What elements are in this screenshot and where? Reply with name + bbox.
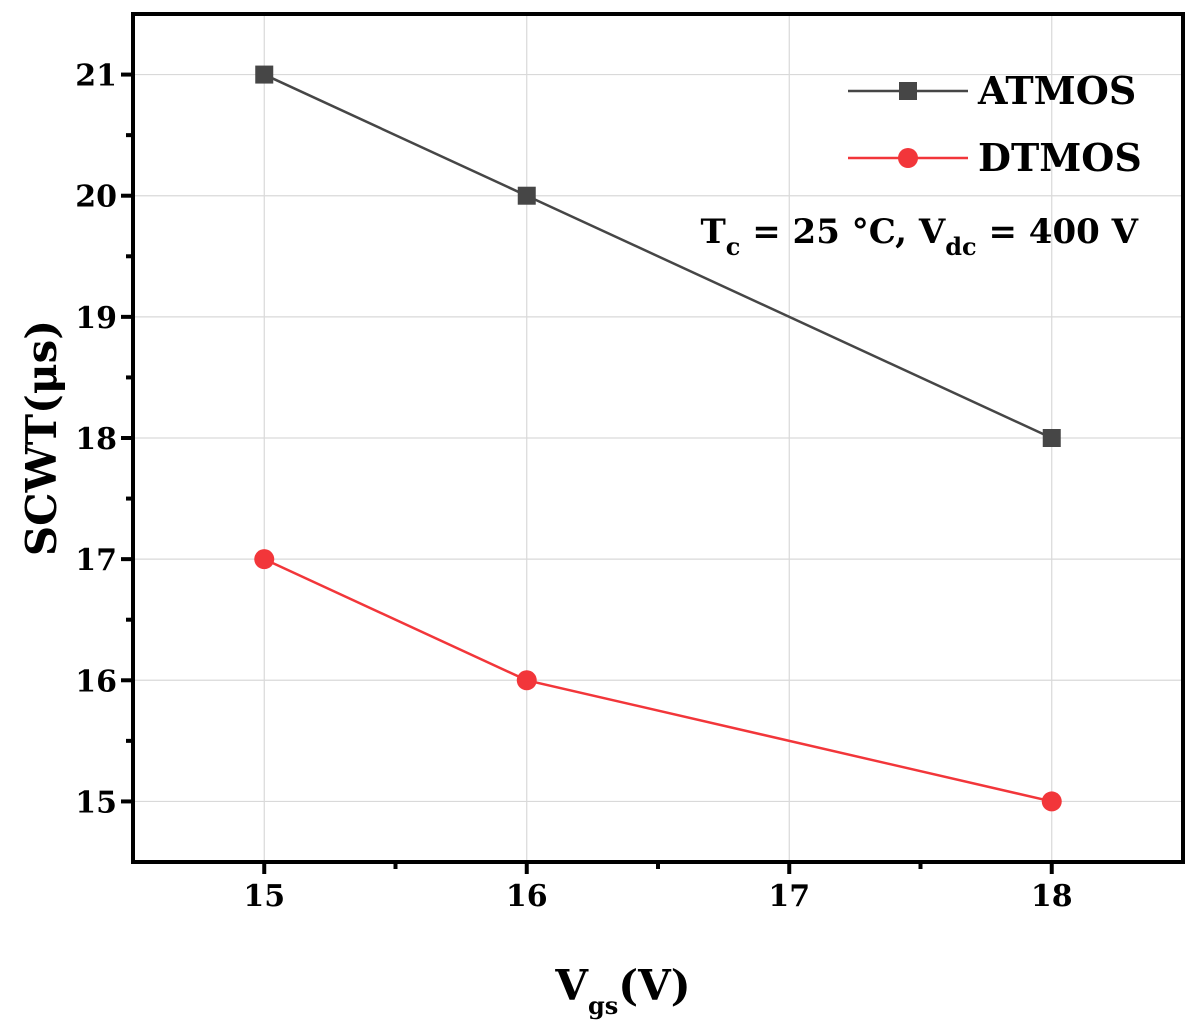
data-point	[1041, 791, 1062, 812]
x-tick-label: 18	[1031, 879, 1073, 914]
annot-t-sub: c	[726, 232, 741, 261]
data-point	[517, 186, 536, 205]
annot-t-value: = 25 °C,	[740, 212, 918, 252]
data-point	[516, 670, 537, 691]
legend-label: DTMOS	[978, 135, 1142, 180]
tick-marks	[121, 72, 1054, 874]
legend-marker	[898, 148, 918, 168]
x-tick-label: 15	[243, 879, 285, 914]
annot-t: T	[700, 212, 725, 252]
annot-v-sub: dc	[945, 232, 976, 261]
y-tick-label: 16	[75, 664, 117, 699]
y-tick-label: 18	[75, 422, 117, 457]
grid-lines	[133, 14, 1183, 862]
x-axis-title-unit: (V)	[618, 961, 690, 1010]
y-axis-title: SCWT(μs)	[17, 320, 66, 556]
series-line	[263, 73, 1053, 440]
x-axis-title: Vgs(V)	[554, 961, 690, 1020]
condition-annotation: Tc = 25 °C, Vdc = 400 V	[700, 212, 1138, 261]
x-tick-label: 17	[768, 879, 810, 914]
y-tick-label: 17	[75, 543, 117, 578]
legend-item: DTMOS	[848, 135, 1142, 180]
x-axis-title-sub: gs	[588, 991, 618, 1020]
legend-label: ATMOS	[977, 68, 1136, 113]
x-tick-label: 16	[506, 879, 548, 914]
data-point	[255, 65, 274, 84]
tick-labels: 15 16 17 18 15 16 17 18 19 20 21	[75, 59, 1072, 914]
series-layer	[254, 65, 1062, 812]
data-point	[254, 549, 275, 570]
legend-marker	[899, 82, 917, 100]
x-axis-title-main: V	[554, 961, 589, 1010]
annot-v: V	[918, 212, 946, 252]
annot-v-value: = 400 V	[977, 212, 1139, 252]
y-tick-label: 19	[75, 301, 117, 336]
legend: ATMOS DTMOS	[848, 68, 1142, 180]
series-atmos	[255, 65, 1061, 447]
y-tick-label: 21	[75, 59, 117, 94]
series-dtmos	[254, 549, 1062, 812]
y-tick-label: 15	[75, 785, 117, 820]
data-point	[1042, 429, 1061, 447]
legend-item: ATMOS	[848, 68, 1136, 113]
y-tick-label: 20	[75, 180, 117, 215]
